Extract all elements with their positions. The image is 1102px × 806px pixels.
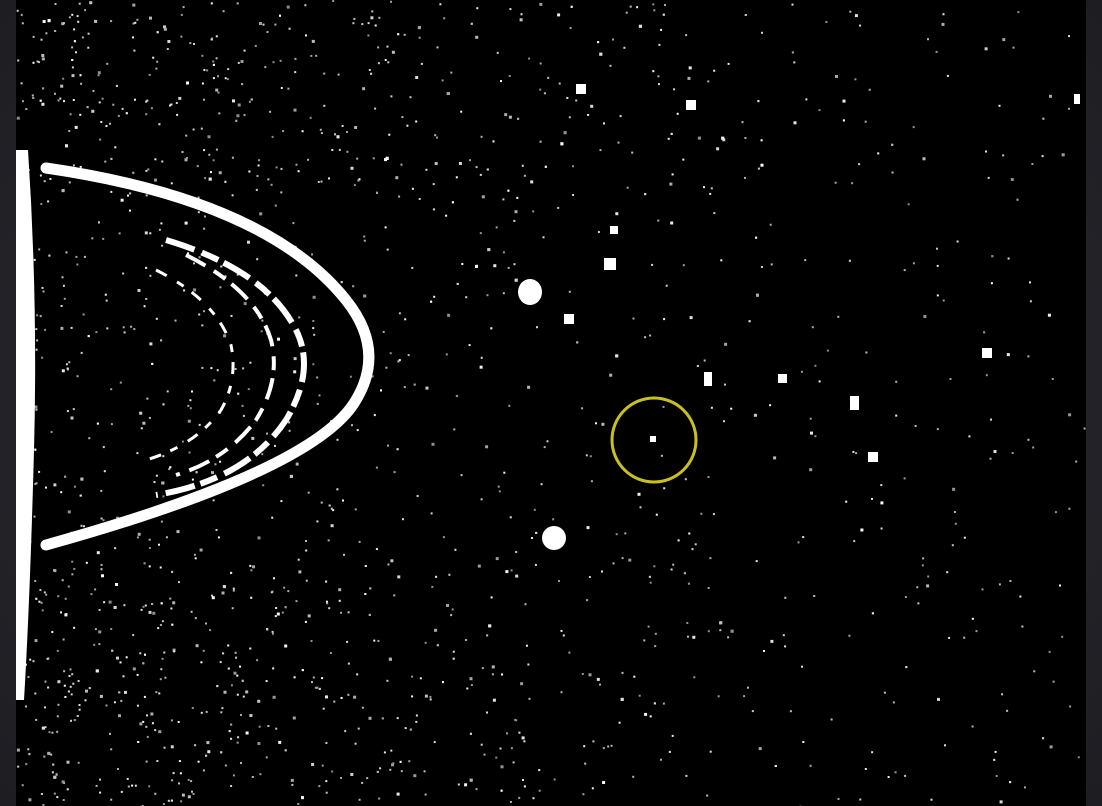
moon-2 bbox=[542, 526, 566, 550]
target-object bbox=[650, 436, 656, 442]
sky-background bbox=[16, 0, 1086, 806]
star-3 bbox=[610, 226, 618, 234]
star-6 bbox=[982, 348, 992, 358]
star-11 bbox=[1074, 94, 1080, 104]
star-10 bbox=[704, 372, 712, 386]
starfield-canvas bbox=[16, 0, 1086, 806]
inner-ring-arc-2 bbox=[175, 253, 276, 477]
star-5 bbox=[686, 100, 696, 110]
star-7 bbox=[778, 374, 787, 383]
astronomy-image bbox=[16, 0, 1086, 806]
star-1 bbox=[604, 258, 616, 270]
planet-limb bbox=[16, 150, 36, 700]
star-2 bbox=[564, 314, 574, 324]
star-8 bbox=[850, 396, 859, 410]
star-4 bbox=[576, 84, 586, 94]
bright-stars bbox=[518, 84, 1080, 550]
moon-1 bbox=[518, 279, 542, 305]
inner-ring-arc-3 bbox=[145, 268, 235, 462]
star-9 bbox=[868, 452, 878, 462]
inner-ring-arc-1 bbox=[155, 237, 307, 498]
outer-ring-arc bbox=[40, 162, 375, 551]
highlight-circle bbox=[610, 396, 698, 484]
